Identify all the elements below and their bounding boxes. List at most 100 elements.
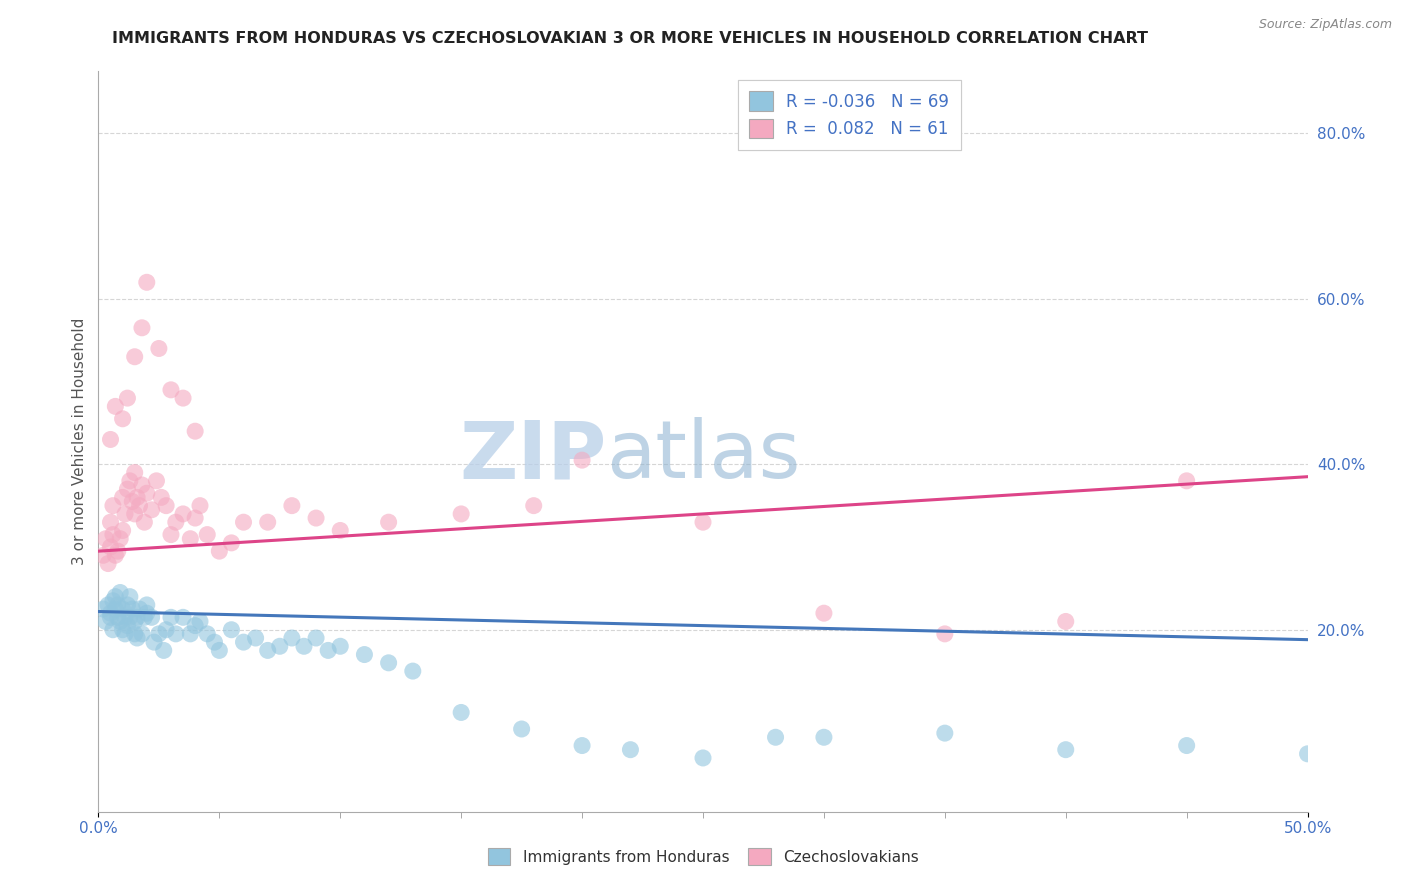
Point xyxy=(1054,742,1077,756)
Point xyxy=(188,615,211,629)
Point xyxy=(124,350,146,364)
Point xyxy=(141,503,163,517)
Point xyxy=(232,635,254,649)
Text: ZIP: ZIP xyxy=(458,417,606,495)
Point xyxy=(117,598,139,612)
Point xyxy=(245,631,267,645)
Point xyxy=(114,507,136,521)
Point xyxy=(353,648,375,662)
Point xyxy=(1175,739,1198,753)
Point xyxy=(104,602,127,616)
Point xyxy=(765,731,787,745)
Point xyxy=(114,627,136,641)
Point xyxy=(160,527,183,541)
Point xyxy=(134,610,156,624)
Point xyxy=(184,424,207,438)
Point xyxy=(121,602,143,616)
Point xyxy=(124,615,146,629)
Point xyxy=(148,342,170,356)
Point xyxy=(195,527,218,541)
Point xyxy=(100,433,122,447)
Point xyxy=(100,515,122,529)
Point xyxy=(135,486,157,500)
Point xyxy=(305,511,328,525)
Point xyxy=(692,751,714,765)
Point xyxy=(117,391,139,405)
Point xyxy=(208,544,231,558)
Point xyxy=(450,706,472,720)
Point xyxy=(160,610,183,624)
Point xyxy=(117,618,139,632)
Point xyxy=(127,631,149,645)
Point xyxy=(619,742,641,756)
Point xyxy=(179,532,201,546)
Point xyxy=(148,627,170,641)
Point xyxy=(111,411,134,425)
Point xyxy=(135,275,157,289)
Point xyxy=(143,635,166,649)
Point xyxy=(145,474,167,488)
Point xyxy=(131,478,153,492)
Point xyxy=(107,598,129,612)
Point xyxy=(128,499,150,513)
Point xyxy=(100,610,122,624)
Point xyxy=(292,640,315,654)
Point xyxy=(232,515,254,529)
Point xyxy=(111,524,134,538)
Point xyxy=(523,499,546,513)
Point xyxy=(108,585,131,599)
Point xyxy=(934,726,956,740)
Point xyxy=(118,610,141,624)
Point xyxy=(165,515,187,529)
Text: IMMIGRANTS FROM HONDURAS VS CZECHOSLOVAKIAN 3 OR MORE VEHICLES IN HOUSEHOLD CORR: IMMIGRANTS FROM HONDURAS VS CZECHOSLOVAK… xyxy=(112,31,1149,46)
Point xyxy=(155,499,177,513)
Point xyxy=(221,623,243,637)
Point xyxy=(1296,747,1319,761)
Point xyxy=(131,627,153,641)
Point xyxy=(172,610,194,624)
Point xyxy=(124,466,146,480)
Point xyxy=(813,731,835,745)
Point xyxy=(152,643,174,657)
Point xyxy=(184,618,207,632)
Point xyxy=(101,527,124,541)
Text: Source: ZipAtlas.com: Source: ZipAtlas.com xyxy=(1258,18,1392,31)
Point xyxy=(111,623,134,637)
Point xyxy=(127,491,149,505)
Point xyxy=(111,491,134,505)
Point xyxy=(124,627,146,641)
Point xyxy=(571,453,593,467)
Point xyxy=(571,739,593,753)
Point xyxy=(184,511,207,525)
Point xyxy=(94,532,117,546)
Point xyxy=(208,643,231,657)
Point xyxy=(165,627,187,641)
Point xyxy=(94,615,117,629)
Point xyxy=(305,631,328,645)
Point xyxy=(155,623,177,637)
Point xyxy=(188,499,211,513)
Point xyxy=(97,557,120,571)
Point xyxy=(402,664,425,678)
Point xyxy=(269,640,291,654)
Text: atlas: atlas xyxy=(606,417,800,495)
Point xyxy=(104,549,127,563)
Point xyxy=(107,610,129,624)
Point xyxy=(172,391,194,405)
Point xyxy=(221,536,243,550)
Point xyxy=(108,615,131,629)
Point xyxy=(118,474,141,488)
Point xyxy=(510,722,533,736)
Point xyxy=(114,610,136,624)
Point xyxy=(117,482,139,496)
Point xyxy=(131,320,153,334)
Point xyxy=(179,627,201,641)
Point xyxy=(377,515,399,529)
Point xyxy=(316,643,339,657)
Point xyxy=(450,507,472,521)
Point xyxy=(97,598,120,612)
Legend: Immigrants from Honduras, Czechoslovakians: Immigrants from Honduras, Czechoslovakia… xyxy=(481,842,925,871)
Point xyxy=(281,499,304,513)
Point xyxy=(118,590,141,604)
Point xyxy=(377,656,399,670)
